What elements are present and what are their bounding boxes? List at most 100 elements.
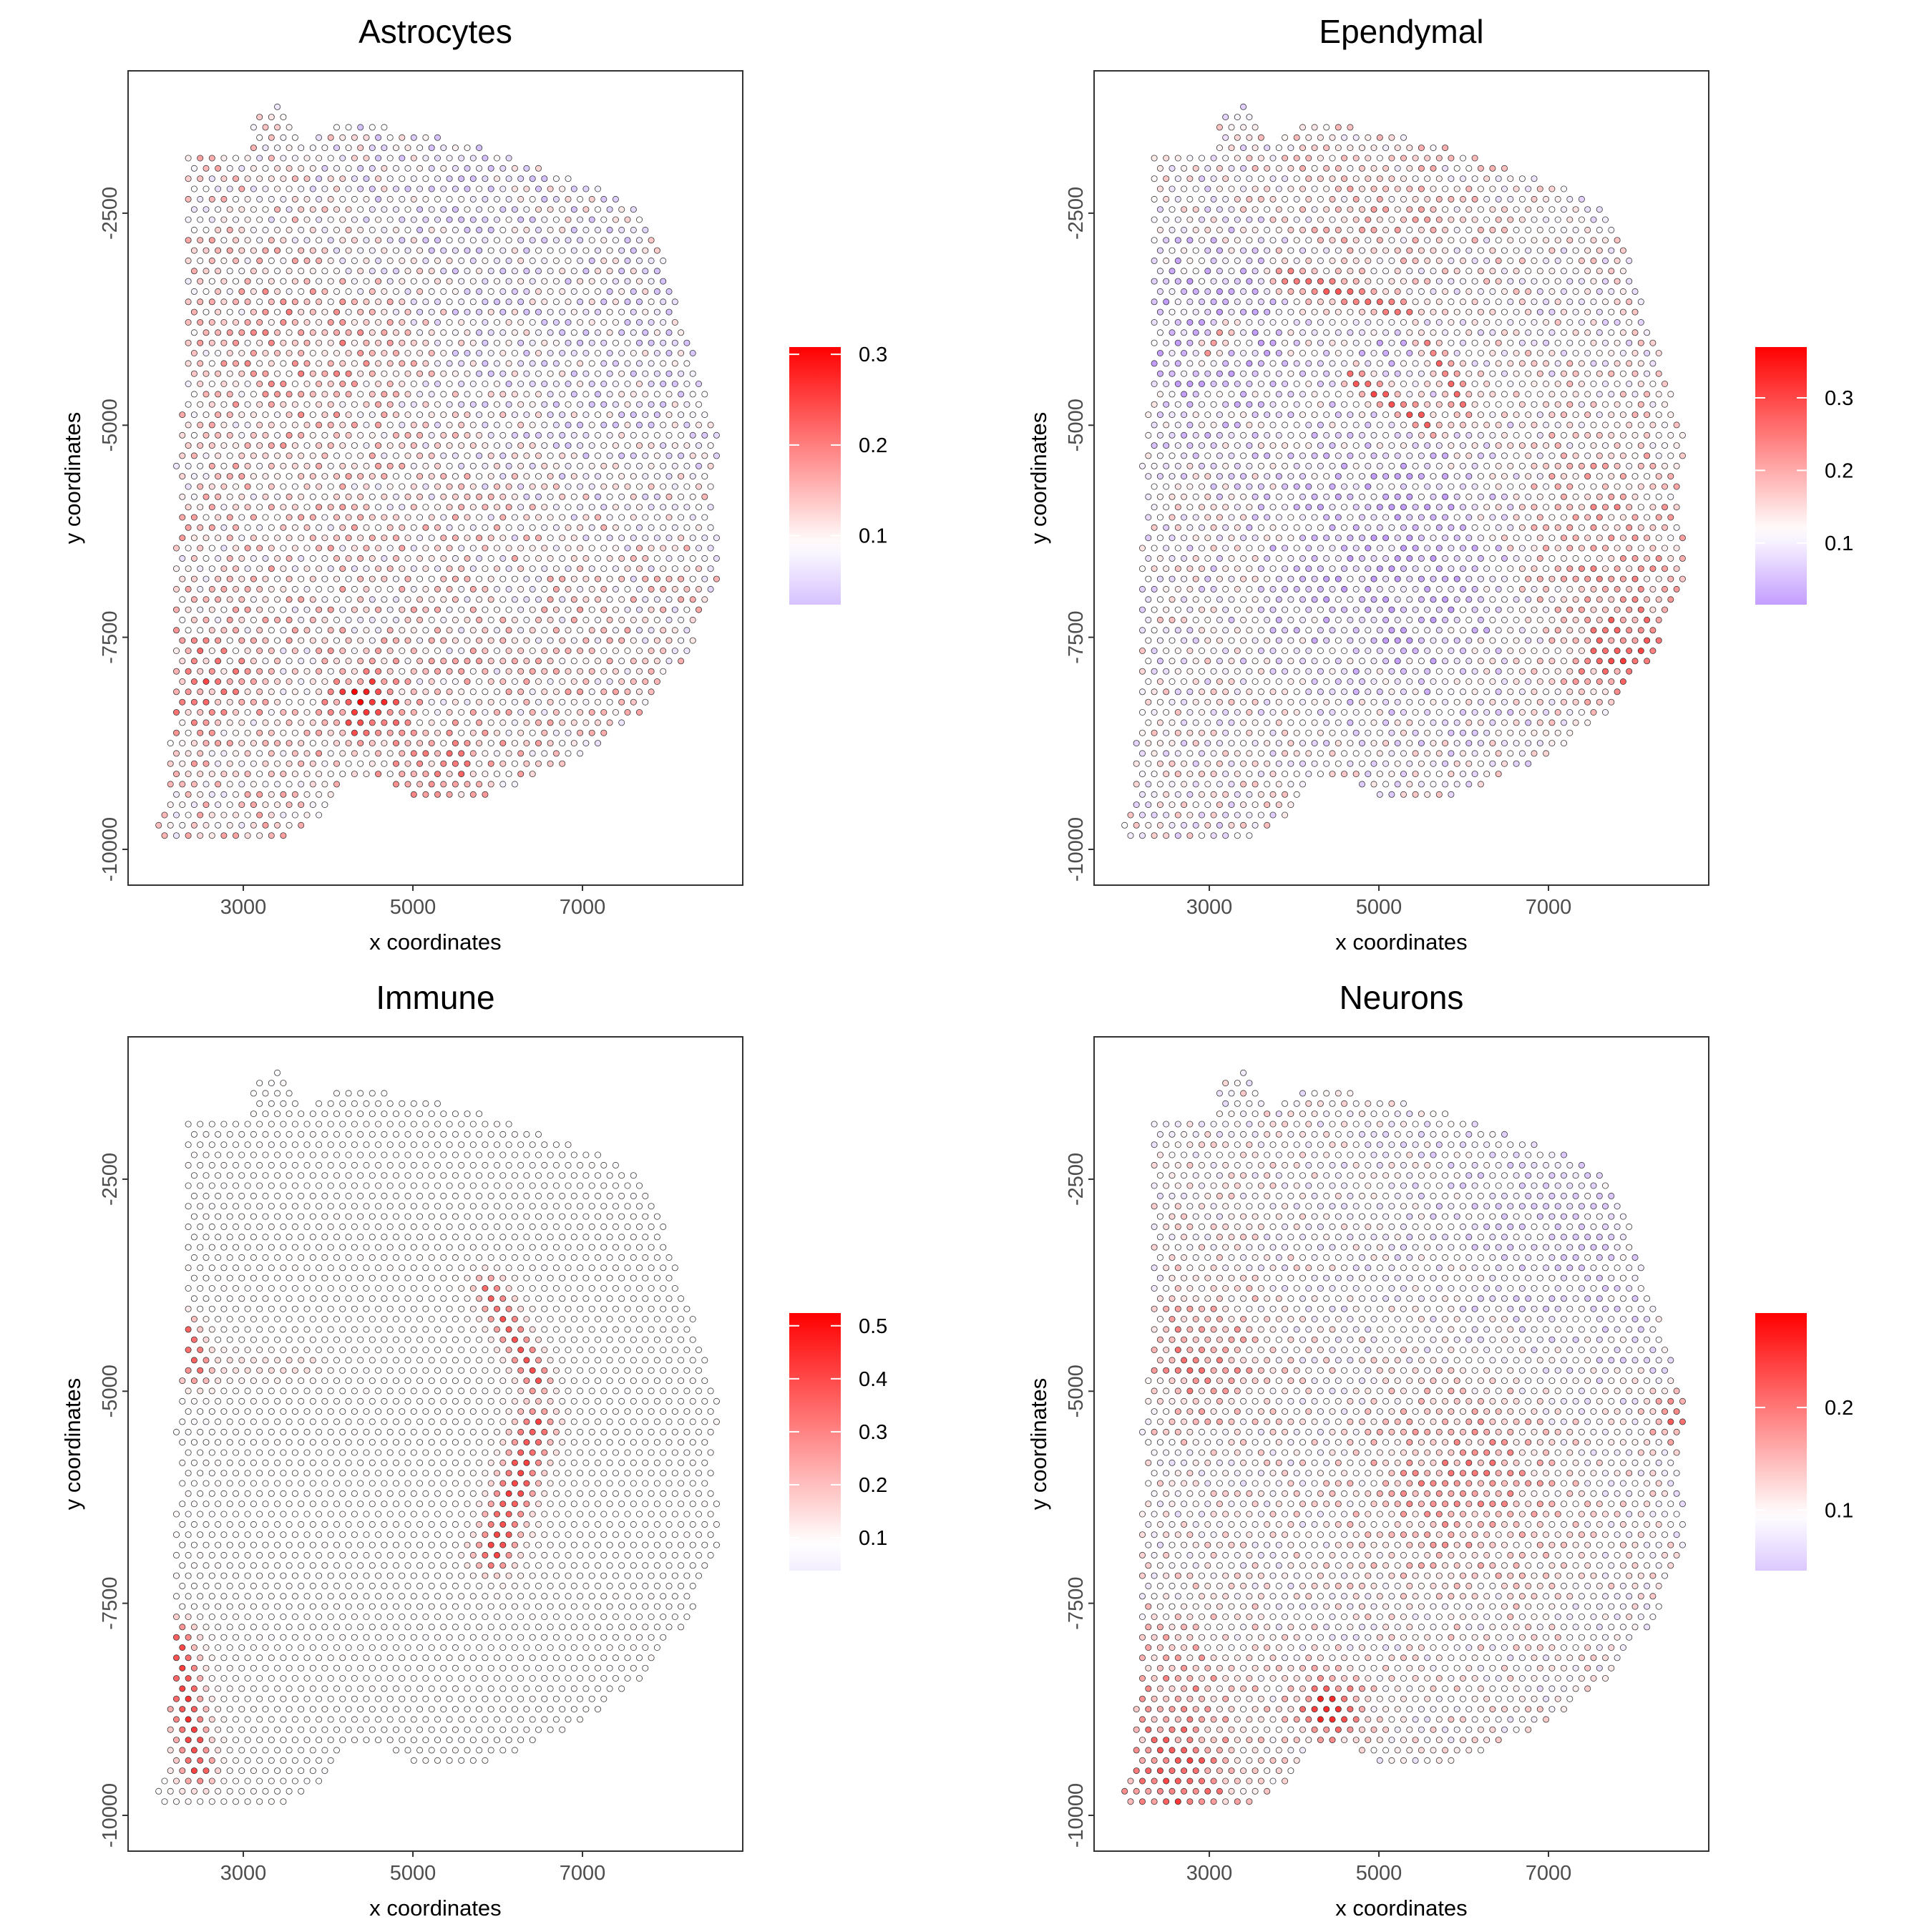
- spot-point: [1365, 688, 1372, 696]
- spot-point: [458, 216, 465, 223]
- spot-point: [1495, 278, 1502, 285]
- spot-point: [416, 268, 424, 275]
- spot-point: [683, 462, 691, 469]
- spot-point: [665, 391, 673, 398]
- spot-point: [1489, 452, 1496, 459]
- spot-point: [1418, 370, 1425, 377]
- spot-point: [1507, 360, 1514, 367]
- spot-point: [1293, 668, 1300, 675]
- spot-point: [1329, 360, 1336, 367]
- spot-point: [452, 165, 459, 172]
- spot-point: [1662, 483, 1669, 490]
- spot-point: [327, 339, 334, 346]
- spot-point: [1317, 606, 1324, 613]
- spot-point: [434, 565, 441, 572]
- spot-point: [1382, 596, 1390, 603]
- spot-point: [1554, 668, 1561, 675]
- spot-point: [606, 698, 613, 706]
- spot-point: [1323, 637, 1330, 644]
- spot-point: [1471, 565, 1478, 572]
- spot-point: [1151, 155, 1158, 162]
- spot-point: [1174, 524, 1181, 531]
- spot-point: [1667, 473, 1674, 480]
- spot-point: [636, 339, 643, 346]
- spot-point: [1222, 175, 1229, 182]
- spot-point: [529, 688, 536, 696]
- spot-point: [1228, 185, 1235, 192]
- spot-point: [298, 411, 305, 419]
- spot-point: [1359, 329, 1366, 336]
- spot-point: [291, 729, 298, 736]
- spot-point: [1572, 575, 1579, 582]
- spot-point: [458, 339, 465, 346]
- spot-point: [303, 709, 311, 716]
- spot-point: [404, 596, 411, 603]
- spot-point: [1293, 565, 1300, 572]
- spot-point: [517, 585, 525, 592]
- spot-point: [1471, 545, 1478, 552]
- spot-point: [309, 206, 316, 213]
- spot-point: [381, 226, 388, 233]
- spot-point: [482, 237, 489, 244]
- spot-point: [410, 585, 417, 592]
- spot-point: [1435, 545, 1443, 552]
- spot-point: [648, 668, 655, 675]
- spot-point: [1246, 688, 1253, 696]
- spot-point: [399, 688, 406, 696]
- spot-point: [1536, 535, 1543, 542]
- spot-point: [1287, 391, 1294, 398]
- spot-point: [440, 165, 447, 172]
- spot-point: [707, 462, 714, 469]
- spot-point: [303, 504, 311, 511]
- spot-point: [327, 195, 334, 203]
- spot-point: [1365, 524, 1372, 531]
- spot-point: [428, 473, 435, 480]
- spot-point: [440, 452, 447, 459]
- spot-point: [203, 514, 210, 521]
- spot-point: [1644, 575, 1651, 582]
- spot-point: [600, 442, 608, 449]
- spot-point: [1460, 381, 1467, 388]
- spot-point: [215, 514, 222, 521]
- spot-point: [190, 391, 197, 398]
- spot-point: [600, 524, 608, 531]
- spot-point: [452, 308, 459, 316]
- spot-point: [642, 329, 649, 336]
- spot-point: [404, 698, 411, 706]
- spot-point: [250, 124, 257, 131]
- spot-point: [1578, 648, 1585, 655]
- spot-point: [1156, 308, 1163, 316]
- spot-point: [1644, 473, 1651, 480]
- spot-point: [559, 637, 566, 644]
- spot-point: [399, 237, 406, 244]
- spot-point: [1264, 473, 1271, 480]
- spot-point: [274, 185, 281, 192]
- spot-point: [612, 565, 619, 572]
- spot-point: [1352, 278, 1360, 285]
- spot-point: [1518, 504, 1526, 511]
- spot-point: [1222, 360, 1229, 367]
- spot-point: [535, 247, 542, 254]
- spot-point: [1222, 381, 1229, 388]
- spot-point: [393, 226, 400, 233]
- spot-point: [588, 421, 595, 429]
- spot-point: [618, 206, 625, 213]
- spot-point: [1448, 462, 1455, 469]
- spot-point: [1138, 688, 1146, 696]
- spot-point: [404, 575, 411, 582]
- spot-point: [1578, 278, 1585, 285]
- spot-point: [291, 627, 298, 634]
- spot-point: [1275, 555, 1282, 562]
- spot-point: [565, 237, 572, 244]
- spot-point: [1264, 535, 1271, 542]
- spot-point: [1329, 627, 1336, 634]
- spot-point: [1228, 678, 1235, 686]
- spot-point: [262, 514, 269, 521]
- spot-point: [600, 565, 608, 572]
- spot-point: [1210, 175, 1217, 182]
- spot-point: [1287, 616, 1294, 623]
- spot-point: [238, 616, 245, 623]
- spot-point: [393, 411, 400, 419]
- spot-point: [1204, 514, 1211, 521]
- spot-point: [1667, 535, 1674, 542]
